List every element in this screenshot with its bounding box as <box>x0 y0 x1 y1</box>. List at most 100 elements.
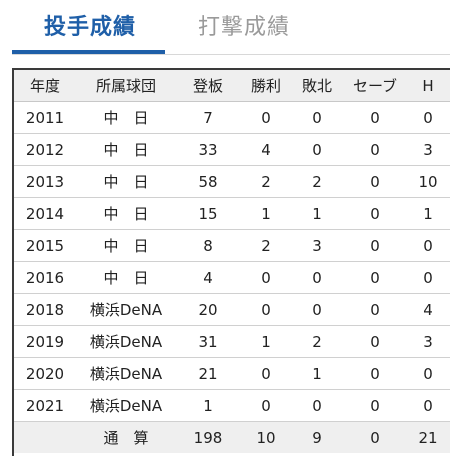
cell-year: 2016 <box>14 261 76 294</box>
cell-saves: 0 <box>342 389 408 422</box>
total-cell-team: 通 算 <box>76 421 176 453</box>
cell-saves: 0 <box>342 357 408 390</box>
total-cell-hp: 2 <box>448 421 450 453</box>
cell-holds: 1 <box>408 197 448 230</box>
header-games: 登板 <box>176 70 240 102</box>
cell-holds: 4 <box>408 293 448 326</box>
cell-team: 中 日 <box>76 261 176 294</box>
cell-year: 2018 <box>14 293 76 326</box>
cell-saves: 0 <box>342 229 408 262</box>
header-team: 所属球団 <box>76 70 176 102</box>
cell-losses: 0 <box>292 389 342 422</box>
cell-holds: 3 <box>408 133 448 166</box>
cell-wins: 0 <box>240 357 292 390</box>
cell-wins: 0 <box>240 389 292 422</box>
cell-hp: 4 <box>448 293 450 326</box>
cell-holds: 0 <box>408 229 448 262</box>
cell-games: 4 <box>176 261 240 294</box>
cell-losses: 0 <box>292 133 342 166</box>
cell-year: 2013 <box>14 165 76 198</box>
table-header-row: 年度 所属球団 登板 勝利 敗北 セーブ H H <box>14 70 450 102</box>
cell-losses: 1 <box>292 197 342 230</box>
cell-wins: 0 <box>240 101 292 134</box>
total-cell-games: 198 <box>176 421 240 453</box>
cell-wins: 1 <box>240 197 292 230</box>
cell-games: 7 <box>176 101 240 134</box>
header-year: 年度 <box>14 70 76 102</box>
cell-losses: 0 <box>292 261 342 294</box>
cell-saves: 0 <box>342 325 408 358</box>
tab-bar: 投手成績 打撃成績 <box>0 0 450 56</box>
cell-games: 8 <box>176 229 240 262</box>
cell-year: 2020 <box>14 357 76 390</box>
total-cell-year <box>14 421 76 453</box>
cell-year: 2021 <box>14 389 76 422</box>
cell-hp: 0 <box>448 389 450 422</box>
cell-team: 中 日 <box>76 229 176 262</box>
cell-team: 中 日 <box>76 133 176 166</box>
cell-team: 中 日 <box>76 197 176 230</box>
cell-hp: 0 <box>448 261 450 294</box>
cell-holds: 0 <box>408 101 448 134</box>
cell-losses: 2 <box>292 325 342 358</box>
cell-games: 20 <box>176 293 240 326</box>
cell-team: 横浜DeNA <box>76 325 176 358</box>
cell-losses: 0 <box>292 293 342 326</box>
header-losses: 敗北 <box>292 70 342 102</box>
cell-losses: 1 <box>292 357 342 390</box>
cell-games: 31 <box>176 325 240 358</box>
cell-games: 15 <box>176 197 240 230</box>
cell-games: 58 <box>176 165 240 198</box>
cell-hp: 7 <box>448 133 450 166</box>
cell-holds: 0 <box>408 357 448 390</box>
cell-saves: 0 <box>342 261 408 294</box>
cell-games: 33 <box>176 133 240 166</box>
cell-wins: 1 <box>240 325 292 358</box>
cell-hp: 4 <box>448 325 450 358</box>
tab-pitching-stats[interactable]: 投手成績 <box>44 15 137 40</box>
cell-holds: 0 <box>408 261 448 294</box>
total-cell-losses: 9 <box>292 421 342 453</box>
cell-saves: 0 <box>342 101 408 134</box>
header-wins: 勝利 <box>240 70 292 102</box>
cell-losses: 0 <box>292 101 342 134</box>
cell-saves: 0 <box>342 197 408 230</box>
tab-divider <box>12 54 450 55</box>
cell-holds: 3 <box>408 325 448 358</box>
table-row: 2018横浜DeNA2000044 <box>14 293 450 326</box>
table-total-row: 通 算1981090212 <box>14 421 450 453</box>
cell-team: 横浜DeNA <box>76 357 176 390</box>
cell-team: 中 日 <box>76 165 176 198</box>
cell-year: 2011 <box>14 101 76 134</box>
cell-year: 2012 <box>14 133 76 166</box>
cell-wins: 0 <box>240 261 292 294</box>
cell-losses: 2 <box>292 165 342 198</box>
cell-holds: 0 <box>408 389 448 422</box>
cell-losses: 3 <box>292 229 342 262</box>
cell-team: 中 日 <box>76 101 176 134</box>
cell-hp: 2 <box>448 229 450 262</box>
cell-hp: 0 <box>448 357 450 390</box>
cell-team: 横浜DeNA <box>76 293 176 326</box>
cell-hp: 2 <box>448 197 450 230</box>
active-tab-indicator <box>12 50 165 55</box>
tab-batting-stats[interactable]: 打撃成績 <box>198 15 291 40</box>
table-row: 2021横浜DeNA100000 <box>14 389 450 422</box>
cell-games: 21 <box>176 357 240 390</box>
cell-holds: 10 <box>408 165 448 198</box>
header-holds: H <box>408 70 448 102</box>
header-hp: H <box>448 70 450 102</box>
header-saves: セーブ <box>342 70 408 102</box>
total-cell-wins: 10 <box>240 421 292 453</box>
cell-wins: 0 <box>240 293 292 326</box>
cell-wins: 2 <box>240 229 292 262</box>
table-row: 2019横浜DeNA3112034 <box>14 325 450 358</box>
cell-team: 横浜DeNA <box>76 389 176 422</box>
cell-saves: 0 <box>342 293 408 326</box>
